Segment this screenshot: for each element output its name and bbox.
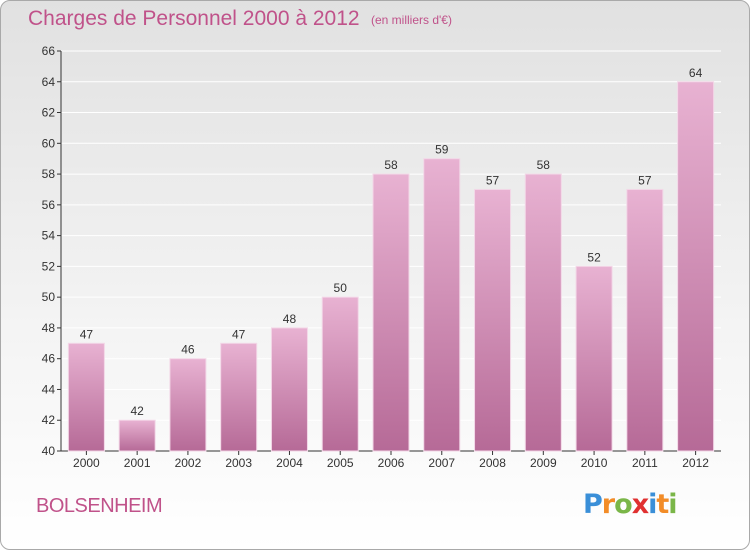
chart-title: Charges de Personnel 2000 à 2012	[28, 7, 360, 30]
y-tick-label: 66	[42, 44, 56, 58]
data-label: 47	[232, 327, 246, 341]
bar	[67, 342, 105, 452]
logo-letter: o	[614, 489, 633, 520]
y-tick-label: 44	[42, 382, 56, 396]
bar	[524, 173, 562, 452]
x-tick-label: 2003	[225, 456, 252, 470]
bar	[321, 296, 359, 452]
logo-letter: P	[583, 489, 603, 520]
y-tick-label: 48	[42, 321, 56, 335]
logo-letter: r	[601, 489, 615, 520]
y-tick-label: 52	[42, 259, 56, 273]
bar	[626, 188, 664, 452]
x-tick-label: 2004	[276, 456, 303, 470]
y-tick-label: 64	[42, 75, 56, 89]
logo-letter: i	[668, 489, 677, 520]
bar	[118, 419, 156, 452]
x-tick-label: 2001	[124, 456, 151, 470]
x-tick-label: 2005	[327, 456, 354, 470]
chart-subtitle: (en milliers d'€)	[371, 13, 452, 27]
x-tick-label: 2000	[73, 456, 100, 470]
x-tick-label: 2008	[479, 456, 506, 470]
y-tick-label: 60	[42, 136, 56, 150]
proxiti-logo: Proxiti	[583, 489, 678, 520]
x-tick-label: 2006	[378, 456, 405, 470]
data-label: 64	[689, 66, 703, 80]
bar	[677, 81, 715, 452]
y-tick-label: 58	[42, 167, 56, 181]
y-tick-label: 56	[42, 198, 56, 212]
x-tick-label: 2011	[632, 456, 658, 470]
y-tick-label: 54	[42, 229, 56, 243]
x-tick-label: 2012	[682, 456, 709, 470]
city-name: BOLSENHEIM	[36, 495, 163, 517]
logo-letter: t	[656, 489, 669, 520]
bar	[270, 327, 308, 452]
data-label: 59	[435, 143, 449, 157]
bar	[372, 173, 410, 452]
data-label: 57	[638, 173, 652, 187]
x-tick-label: 2007	[428, 456, 455, 470]
bar	[169, 358, 207, 452]
y-tick-label: 46	[42, 352, 56, 366]
y-tick-label: 40	[42, 444, 56, 458]
data-label: 52	[587, 250, 601, 264]
bar	[423, 158, 461, 452]
bar	[474, 188, 512, 452]
logo-letter: i	[648, 489, 657, 520]
data-label: 47	[80, 327, 94, 341]
data-label: 58	[384, 158, 398, 172]
bar	[575, 265, 613, 452]
data-label: 58	[537, 158, 551, 172]
y-tick-label: 42	[42, 413, 56, 427]
data-label: 48	[283, 312, 297, 326]
data-label: 50	[334, 281, 348, 295]
y-tick-label: 50	[42, 290, 56, 304]
data-label: 46	[181, 343, 195, 357]
y-tick-label: 62	[42, 106, 56, 120]
data-label: 57	[486, 173, 500, 187]
x-tick-label: 2010	[581, 456, 608, 470]
logo-letter: x	[631, 489, 649, 520]
bar	[220, 342, 258, 452]
data-label: 42	[130, 404, 144, 418]
x-tick-label: 2009	[530, 456, 557, 470]
x-tick-label: 2002	[175, 456, 202, 470]
